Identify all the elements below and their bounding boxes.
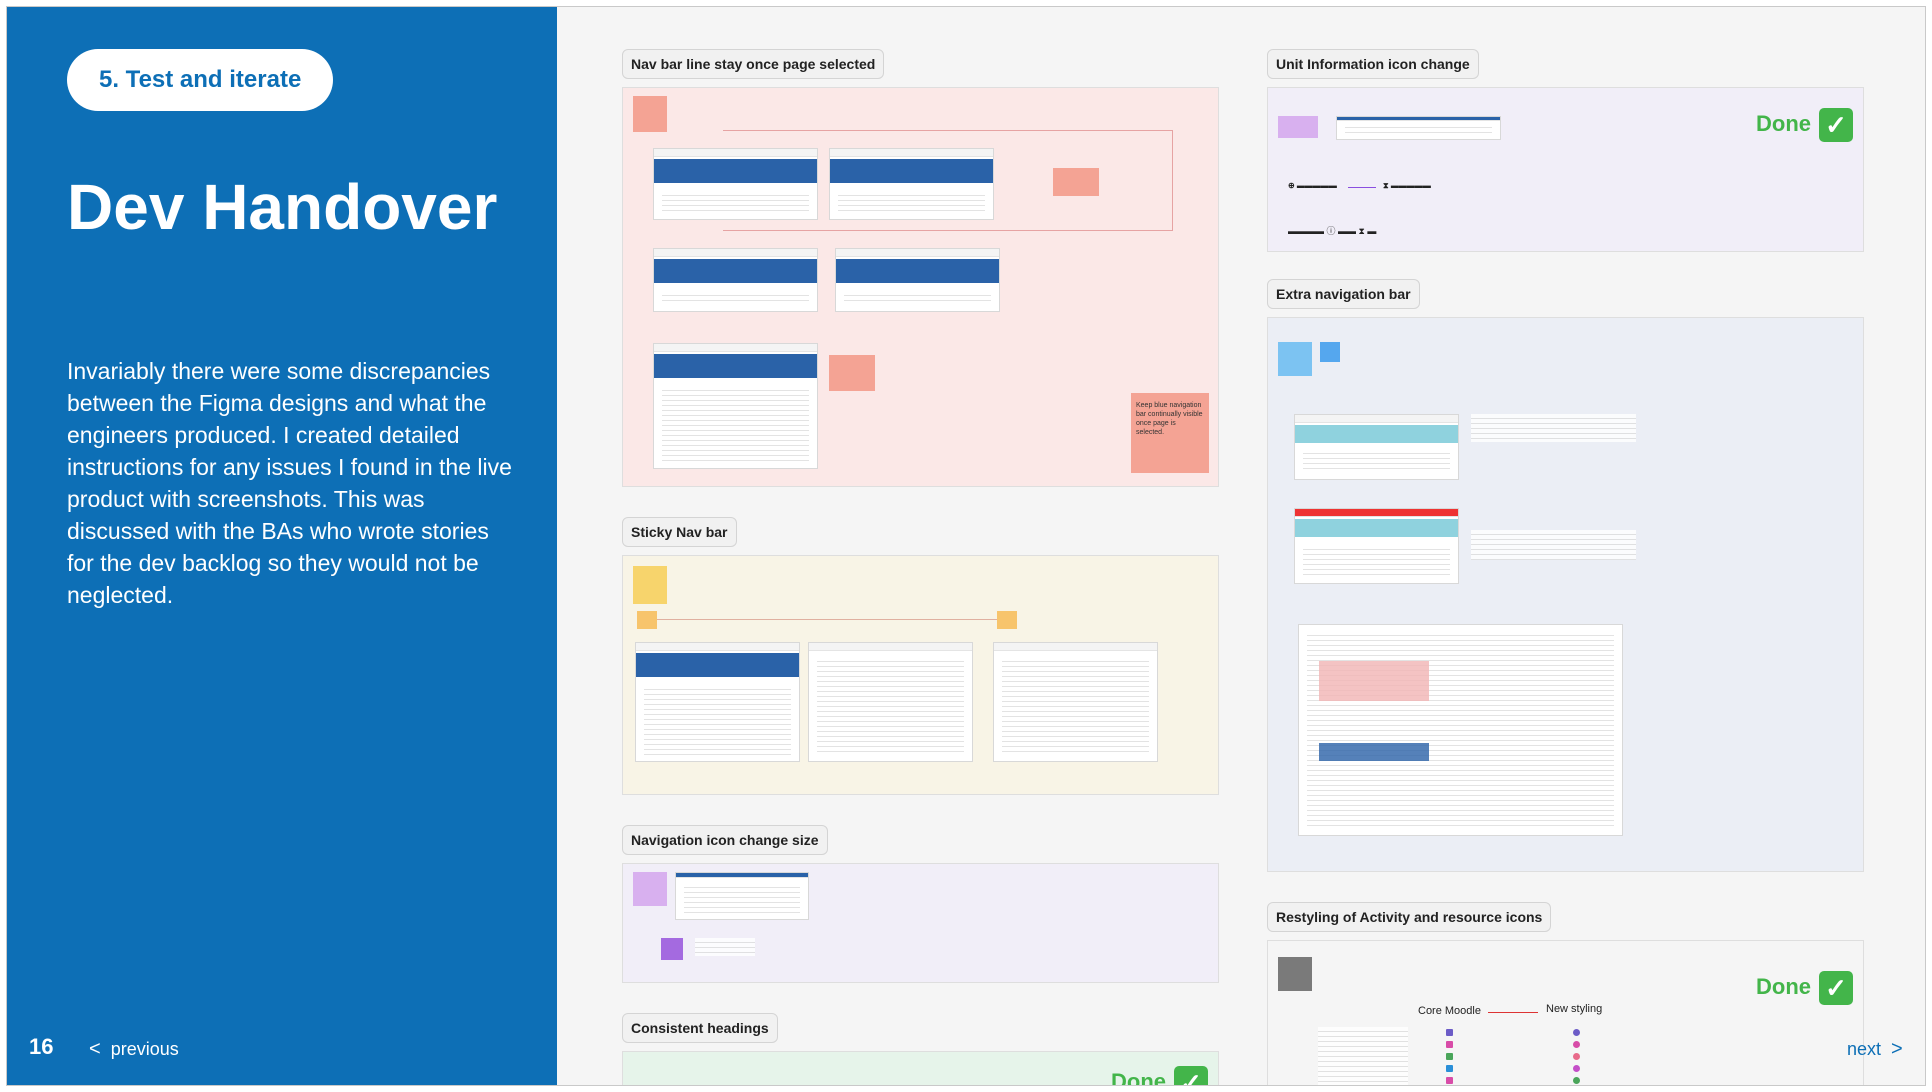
sticky-note [1320, 342, 1340, 362]
next-link[interactable]: next > [1847, 1038, 1903, 1061]
page-number: 16 [29, 1034, 54, 1059]
sticky-note [637, 611, 657, 629]
board-restyling-icons[interactable]: Core Moodle New styling Done ✓ [1267, 940, 1864, 1085]
screenshot-thumb [808, 642, 973, 762]
page-title: Dev Handover [67, 171, 498, 243]
icon-swatch [1446, 1029, 1453, 1036]
board-label-sticky-nav: Sticky Nav bar [622, 517, 737, 547]
board-nav-bar-line[interactable]: Keep blue navigation bar continually vis… [622, 87, 1219, 487]
sticky-note [1053, 168, 1099, 196]
check-icon: ✓ [1819, 108, 1853, 142]
screenshot-thumb [829, 148, 994, 220]
screenshot-thumb [835, 248, 1000, 312]
left-panel: 5. Test and iterate Dev Handover Invaria… [7, 7, 557, 1085]
connector-line [723, 130, 1173, 230]
sticky-note [997, 611, 1017, 629]
arrow-connector [1348, 187, 1376, 188]
icon-swatch [1573, 1041, 1580, 1048]
board-label-nav-bar-line: Nav bar line stay once page selected [622, 49, 885, 79]
next-label: next [1847, 1039, 1882, 1059]
done-label: Done [1111, 1068, 1166, 1086]
icon-swatch [1573, 1029, 1580, 1036]
screenshot-thumb [1336, 116, 1501, 140]
description: Invariably there were some discrepancies… [67, 358, 512, 608]
figma-canvas[interactable]: Nav bar line stay once page selected Kee… [557, 7, 1925, 1086]
core-moodle-label: Core Moodle [1418, 1005, 1481, 1017]
board-consistent-headings[interactable]: Done ✓ [622, 1051, 1219, 1086]
embedded-screenshot [1319, 743, 1429, 761]
screenshot-thumb [675, 872, 809, 920]
screenshot-thumb [653, 148, 818, 220]
icon-swatch [1446, 1053, 1453, 1060]
done-label: Done [1756, 110, 1811, 136]
board-nav-icon-size[interactable] [622, 863, 1219, 983]
sticky-note [829, 355, 875, 391]
icon-before: ⊕ ▬▬▬▬▬ [1288, 181, 1337, 190]
board-label-extra-nav: Extra navigation bar [1267, 279, 1420, 309]
arrow-connector [1488, 1012, 1538, 1013]
done-status: Done ✓ [1111, 1066, 1208, 1086]
icon-swatch [1573, 1077, 1580, 1084]
board-extra-nav[interactable] [1267, 317, 1864, 872]
check-icon: ✓ [1819, 971, 1853, 1005]
screenshot-thumb [1471, 530, 1636, 566]
previous-link[interactable]: < previous [89, 1038, 179, 1061]
sticky-note [1278, 116, 1318, 138]
icon-swatch [1573, 1065, 1580, 1072]
sticky-note-keep-blue: Keep blue navigation bar continually vis… [1131, 393, 1209, 473]
icon-list [1318, 1027, 1408, 1085]
done-status: Done ✓ [1756, 108, 1853, 142]
screenshot-thumb [1471, 414, 1636, 448]
connector-line [657, 619, 997, 620]
board-unit-info[interactable]: ⊕ ▬▬▬▬▬ ⧗ ▬▬▬▬▬ ▬▬▬▬ ⓘ ▬▬ ⧗ ▬ Done ✓ [1267, 87, 1864, 252]
board-sticky-nav[interactable] [622, 555, 1219, 795]
icon-swatch [1573, 1053, 1580, 1060]
icon-swatch [1446, 1041, 1453, 1048]
screenshot-thumb [653, 343, 818, 469]
sticky-note [1278, 342, 1312, 376]
slide-frame: 5. Test and iterate Dev Handover Invaria… [6, 6, 1926, 1086]
done-label: Done [1756, 973, 1811, 999]
board-label-restyling-icons: Restyling of Activity and resource icons [1267, 902, 1552, 932]
sticky-note [633, 566, 667, 604]
icon-row: ▬▬▬▬ ⓘ ▬▬ ⧗ ▬ [1288, 226, 1377, 236]
step-pill: 5. Test and iterate [67, 49, 334, 111]
chevron-right-icon: > [1891, 1038, 1903, 1060]
screenshot-thumb [993, 642, 1158, 762]
board-label-consistent-headings: Consistent headings [622, 1013, 778, 1043]
icon-swatch [1446, 1065, 1453, 1072]
chevron-left-icon: < [89, 1038, 101, 1060]
sticky-note [1278, 957, 1312, 991]
sticky-note [633, 96, 667, 132]
done-status: Done ✓ [1756, 971, 1853, 1005]
screenshot-thumb [653, 248, 818, 312]
sticky-note [661, 938, 683, 960]
sticky-note [633, 872, 667, 906]
board-label-unit-info: Unit Information icon change [1267, 49, 1479, 79]
chat-thread-screenshot [1298, 624, 1623, 836]
screenshot-thumb [1294, 508, 1459, 584]
embedded-screenshot [1319, 661, 1429, 701]
board-label-nav-icon-size: Navigation icon change size [622, 825, 828, 855]
connector-line [723, 230, 1173, 231]
check-icon: ✓ [1174, 1066, 1208, 1085]
screenshot-thumb [1294, 414, 1459, 480]
previous-label: previous [110, 1039, 179, 1059]
icon-after: ⧗ ▬▬▬▬▬ [1383, 181, 1431, 190]
icon-row [695, 938, 755, 962]
icon-swatch [1446, 1077, 1453, 1084]
screenshot-thumb [635, 642, 800, 762]
new-styling-label: New styling [1546, 1003, 1603, 1015]
